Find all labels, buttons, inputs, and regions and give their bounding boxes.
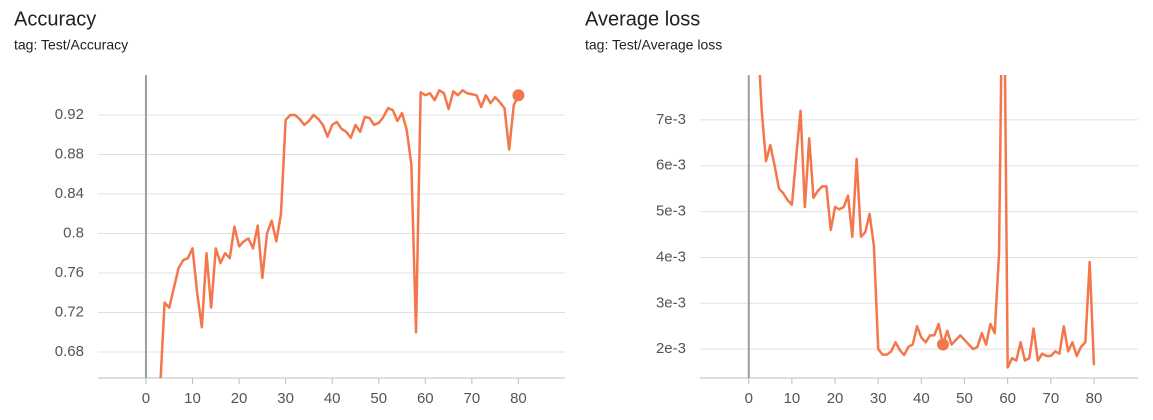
highlight-point <box>512 89 525 102</box>
x-tick-label: 20 <box>827 390 844 407</box>
chart-title: Average loss <box>585 8 700 30</box>
y-tick-label: 0.76 <box>55 264 84 281</box>
y-tick-label: 4e-3 <box>656 248 686 265</box>
y-tick-label: 3e-3 <box>656 294 686 311</box>
y-tick-label: 7e-3 <box>656 111 686 128</box>
y-tick-label: 0.84 <box>55 185 84 202</box>
y-tick-label: 2e-3 <box>656 340 686 357</box>
data-line <box>159 89 520 378</box>
x-tick-label: 40 <box>913 390 930 407</box>
x-tick-label: 40 <box>324 390 341 407</box>
x-tick-label: 50 <box>370 390 387 407</box>
x-tick-label: 30 <box>277 390 294 407</box>
x-tick-label: 0 <box>142 390 150 407</box>
chart-subtitle: tag: Test/Accuracy <box>14 37 128 53</box>
y-tick-label: 0.88 <box>55 145 84 162</box>
chart-card: Average loss tag: Test/Average loss 2e-3 3e… <box>585 8 1138 407</box>
x-tick-label: 80 <box>1086 390 1103 407</box>
chart-title: Accuracy <box>14 8 96 30</box>
x-tick-label: 70 <box>1042 390 1059 407</box>
y-tick-label: 0.92 <box>55 106 84 123</box>
x-tick-label: 20 <box>231 390 248 407</box>
x-tick-label: 60 <box>417 390 434 407</box>
x-tick-label: 0 <box>745 390 753 407</box>
y-tick-label: 0.68 <box>55 343 84 360</box>
chart-subtitle: tag: Test/Average loss <box>585 37 722 53</box>
y-tick-label: 6e-3 <box>656 157 686 174</box>
y-tick-label: 0.72 <box>55 303 84 320</box>
y-tick-label: 0.8 <box>63 224 84 241</box>
x-tick-label: 30 <box>870 390 887 407</box>
data-line <box>758 75 1096 369</box>
y-tick-label: 5e-3 <box>656 203 686 220</box>
x-tick-label: 60 <box>999 390 1016 407</box>
x-tick-label: 70 <box>464 390 481 407</box>
x-tick-label: 80 <box>510 390 527 407</box>
x-tick-label: 50 <box>956 390 973 407</box>
x-tick-label: 10 <box>184 390 201 407</box>
highlight-point <box>936 338 949 351</box>
x-tick-label: 10 <box>784 390 801 407</box>
chart-card: Accuracy tag: Test/Accuracy 0.68 0.72 0.76 0.… <box>14 8 565 407</box>
